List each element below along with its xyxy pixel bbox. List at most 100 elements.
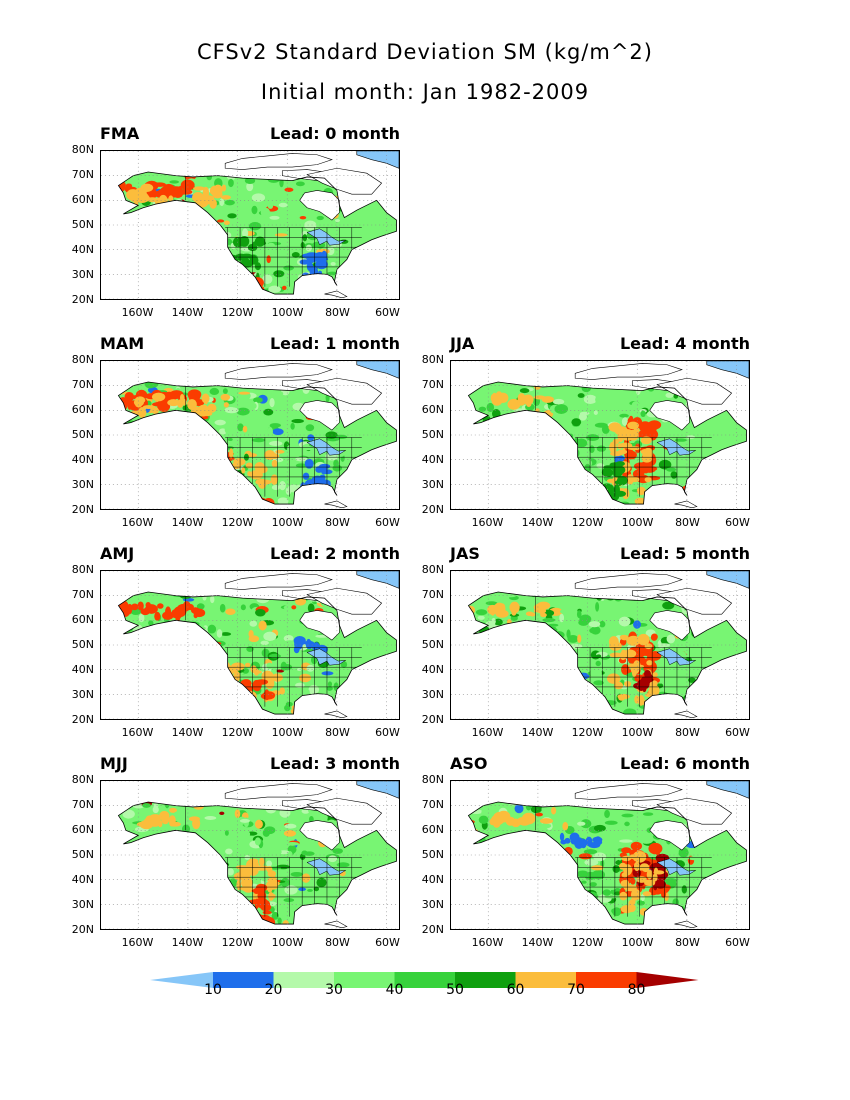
sm-cell bbox=[239, 886, 254, 892]
sm-cell bbox=[265, 803, 277, 814]
sm-cell bbox=[144, 683, 159, 688]
sm-cell bbox=[561, 470, 575, 479]
sm-cell bbox=[227, 481, 236, 491]
sm-cell bbox=[290, 691, 302, 696]
sm-cell bbox=[158, 916, 171, 923]
sm-cell bbox=[624, 821, 630, 827]
sm-cell bbox=[618, 695, 625, 701]
sm-cell bbox=[527, 816, 532, 823]
sm-cell bbox=[243, 288, 254, 295]
sm-cell bbox=[190, 902, 201, 907]
sm-cell bbox=[460, 634, 468, 638]
sm-cell bbox=[188, 908, 199, 917]
lon-tick-label: 120W bbox=[221, 306, 254, 319]
sm-cell bbox=[102, 460, 115, 468]
sm-cell bbox=[642, 812, 654, 816]
sm-cell bbox=[291, 605, 297, 610]
sm-cell bbox=[561, 708, 566, 715]
sm-cell bbox=[237, 271, 246, 277]
sm-cell bbox=[144, 688, 155, 697]
sm-cell bbox=[209, 655, 218, 665]
sm-cell bbox=[590, 485, 604, 498]
sm-cell bbox=[244, 177, 256, 184]
sm-cell bbox=[106, 912, 117, 920]
sm-cell bbox=[498, 836, 508, 844]
sm-cell bbox=[332, 848, 343, 854]
sm-cell bbox=[254, 287, 261, 295]
sm-cell bbox=[608, 422, 622, 432]
sm-cell bbox=[329, 913, 335, 922]
sm-cell bbox=[194, 887, 208, 895]
sm-cell bbox=[290, 871, 303, 877]
sm-cell bbox=[563, 818, 578, 824]
sm-cell bbox=[156, 918, 163, 925]
sm-cell bbox=[254, 837, 261, 846]
sm-cell bbox=[204, 579, 217, 583]
sm-cell bbox=[112, 656, 118, 661]
panel-season: AMJ bbox=[100, 544, 135, 563]
sm-cell bbox=[140, 864, 154, 869]
sm-cell bbox=[222, 238, 233, 246]
hudson-bay bbox=[649, 400, 690, 431]
sm-cell bbox=[590, 385, 602, 396]
sm-cell bbox=[670, 915, 676, 925]
sm-cell bbox=[597, 384, 611, 388]
sm-cell bbox=[187, 911, 196, 920]
sm-cell bbox=[539, 436, 545, 441]
sm-cell bbox=[469, 853, 481, 862]
sm-cell bbox=[278, 227, 288, 233]
sm-cell bbox=[583, 849, 598, 855]
sm-cell bbox=[106, 171, 114, 177]
sm-cell bbox=[191, 912, 198, 917]
sm-cell bbox=[102, 170, 111, 179]
sm-cell bbox=[510, 488, 517, 492]
sm-cell bbox=[606, 880, 618, 891]
sm-cell bbox=[664, 878, 677, 884]
sm-cell bbox=[151, 653, 156, 662]
sm-cell bbox=[302, 472, 310, 480]
sm-cell bbox=[619, 839, 633, 843]
sm-cell bbox=[192, 382, 206, 386]
sm-cell bbox=[468, 406, 473, 415]
sm-cell bbox=[515, 488, 528, 494]
sm-cell bbox=[251, 499, 264, 505]
sm-cell bbox=[511, 430, 523, 440]
sm-cell bbox=[239, 276, 246, 283]
panel-lead: Lead: 3 month bbox=[269, 754, 400, 773]
sm-cell bbox=[548, 623, 559, 627]
sm-cell bbox=[321, 671, 334, 676]
sm-cell bbox=[143, 450, 151, 457]
sm-cell bbox=[487, 632, 501, 637]
sm-cell bbox=[118, 881, 127, 886]
sm-cell bbox=[249, 620, 258, 627]
sm-cell bbox=[124, 284, 132, 288]
sm-cell bbox=[239, 688, 247, 697]
sm-cell bbox=[171, 886, 184, 891]
sm-cell bbox=[169, 697, 177, 703]
sm-cell bbox=[269, 398, 275, 408]
sm-cell bbox=[196, 843, 202, 850]
sm-cell bbox=[253, 285, 261, 290]
sm-cell bbox=[517, 393, 526, 404]
sm-cell bbox=[226, 361, 237, 368]
sm-cell bbox=[179, 806, 186, 816]
lon-tick-label: 80W bbox=[325, 936, 350, 949]
sm-cell bbox=[249, 255, 259, 265]
map-svg bbox=[101, 361, 399, 509]
sm-cell bbox=[548, 643, 559, 650]
panel-lead: Lead: 4 month bbox=[619, 334, 750, 353]
lon-tick-label: 100W bbox=[621, 726, 654, 739]
sm-cell bbox=[640, 894, 645, 902]
lat-tick-label: 70N bbox=[71, 378, 94, 391]
sm-cell bbox=[118, 480, 122, 487]
colorbar-tick-label: 10 bbox=[204, 982, 222, 998]
sm-cell bbox=[167, 487, 179, 498]
sm-cell bbox=[104, 592, 113, 597]
sm-cell bbox=[590, 668, 602, 679]
sm-cell bbox=[549, 689, 555, 698]
sm-cell bbox=[118, 680, 122, 688]
panel-lead: Lead: 5 month bbox=[619, 544, 750, 563]
sm-cell bbox=[626, 450, 637, 460]
sm-cell bbox=[687, 906, 698, 916]
sm-cell bbox=[607, 484, 615, 496]
